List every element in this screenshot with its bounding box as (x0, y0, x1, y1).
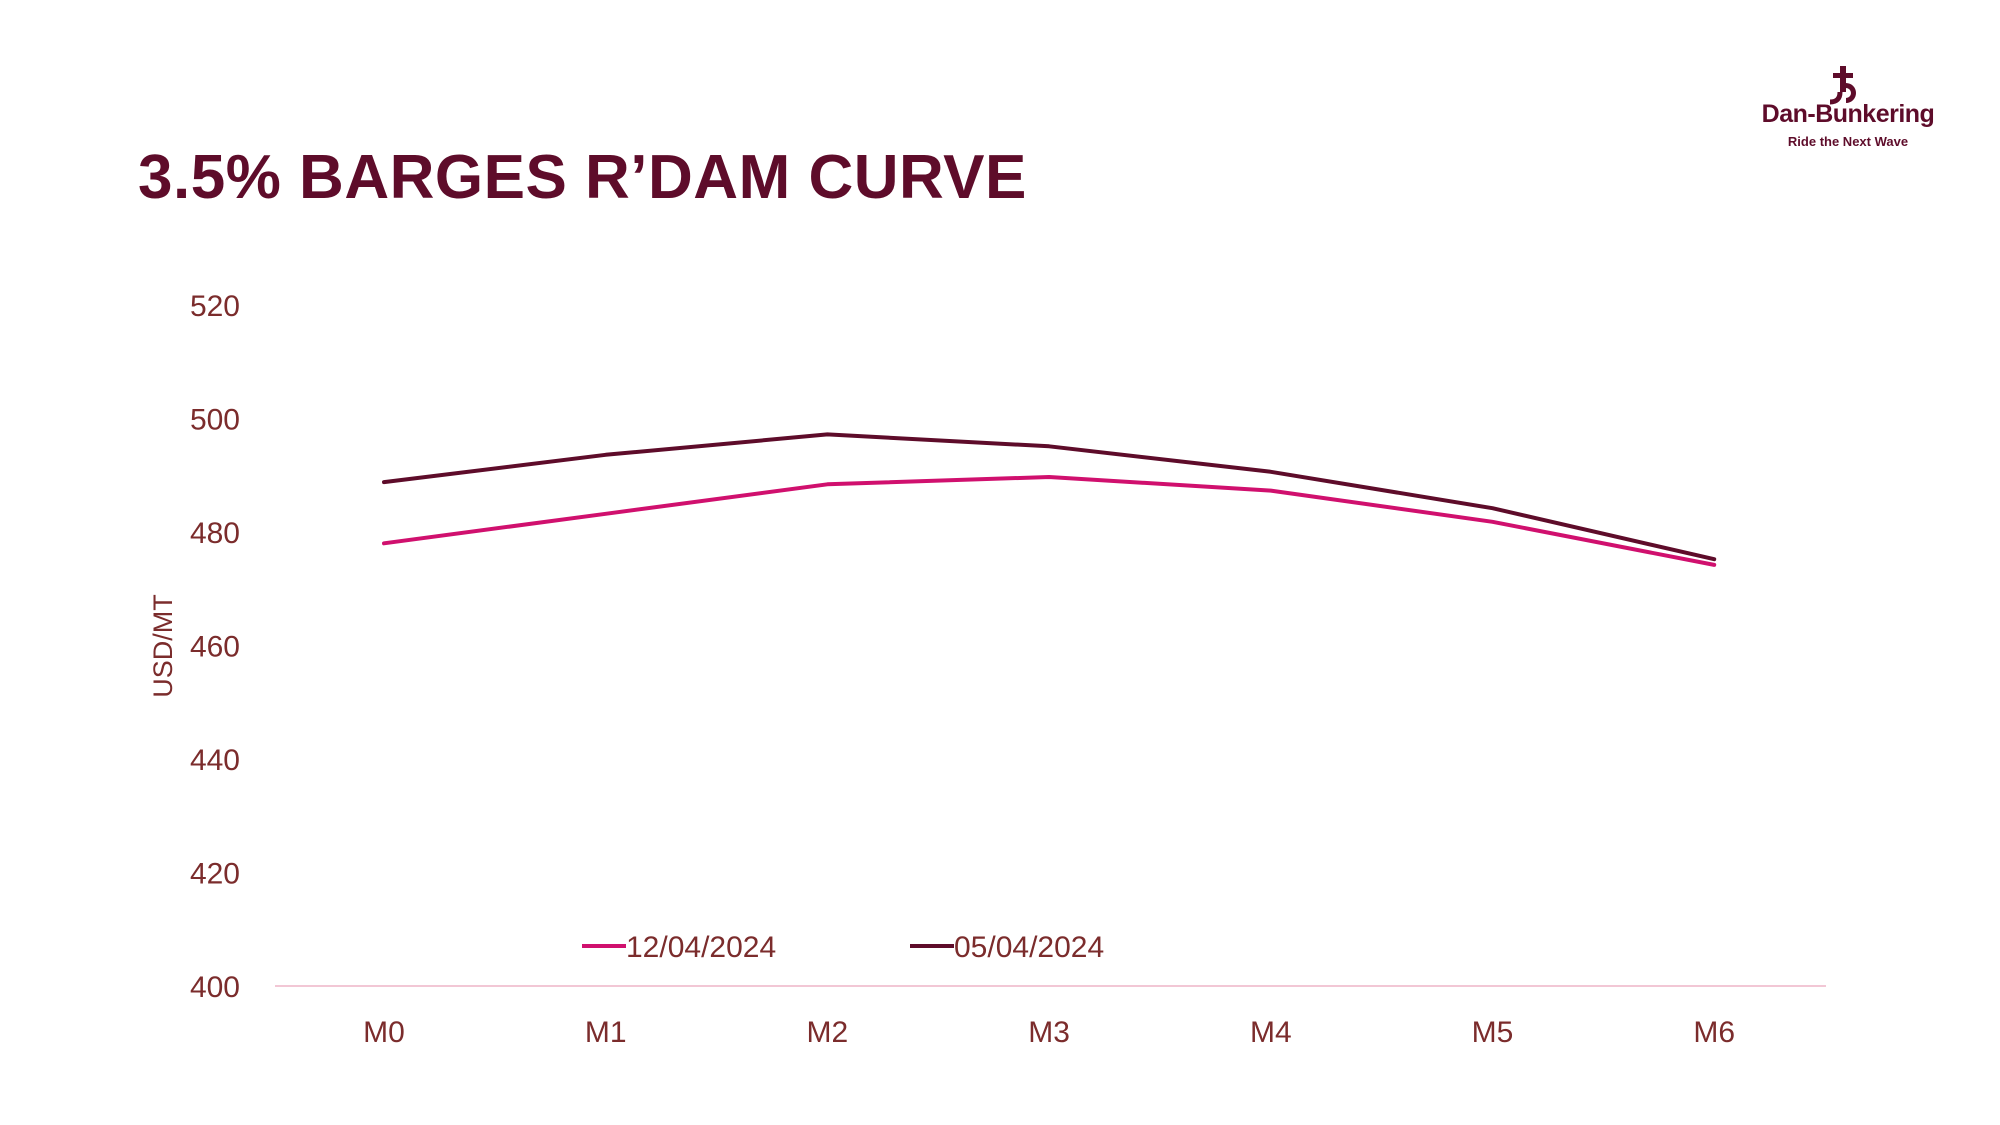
legend: 12/04/2024 05/04/2024 (582, 931, 1104, 964)
x-tick-label: M3 (1028, 1016, 1070, 1049)
logo-name: Dan-Bunkering (1761, 100, 1935, 128)
y-tick-label: 520 (190, 290, 240, 323)
y-axis-ticks: 400 420 440 460 480 500 520 (190, 290, 240, 1004)
y-tick-label: 500 (190, 404, 240, 437)
y-tick-label: 420 (190, 858, 240, 891)
y-axis-label: USD/MT (148, 594, 178, 698)
legend-label-0: 12/04/2024 (626, 931, 776, 964)
x-tick-label: M5 (1472, 1016, 1514, 1049)
series-line-1 (382, 432, 1717, 562)
series-line-0 (382, 475, 1717, 567)
x-axis-ticks: M0 M1 M2 M3 M4 M5 M6 (363, 1016, 1735, 1049)
page-title: 3.5% BARGES R’DAM CURVE (138, 143, 1027, 212)
x-tick-label: M6 (1693, 1016, 1735, 1049)
series-lines (382, 432, 1717, 567)
y-tick-label: 440 (190, 744, 240, 777)
y-tick-label: 460 (190, 631, 240, 664)
x-tick-label: M2 (807, 1016, 849, 1049)
x-tick-label: M0 (363, 1016, 405, 1049)
company-logo: Dan-Bunkering Ride the Next Wave (1748, 66, 1948, 156)
logo-tagline: Ride the Next Wave (1787, 134, 1909, 149)
x-tick-label: M4 (1250, 1016, 1292, 1049)
legend-label-1: 05/04/2024 (954, 931, 1104, 964)
x-tick-label: M1 (585, 1016, 627, 1049)
anchor-icon (1829, 66, 1856, 105)
y-tick-label: 480 (190, 517, 240, 550)
y-tick-label: 400 (190, 971, 240, 1004)
